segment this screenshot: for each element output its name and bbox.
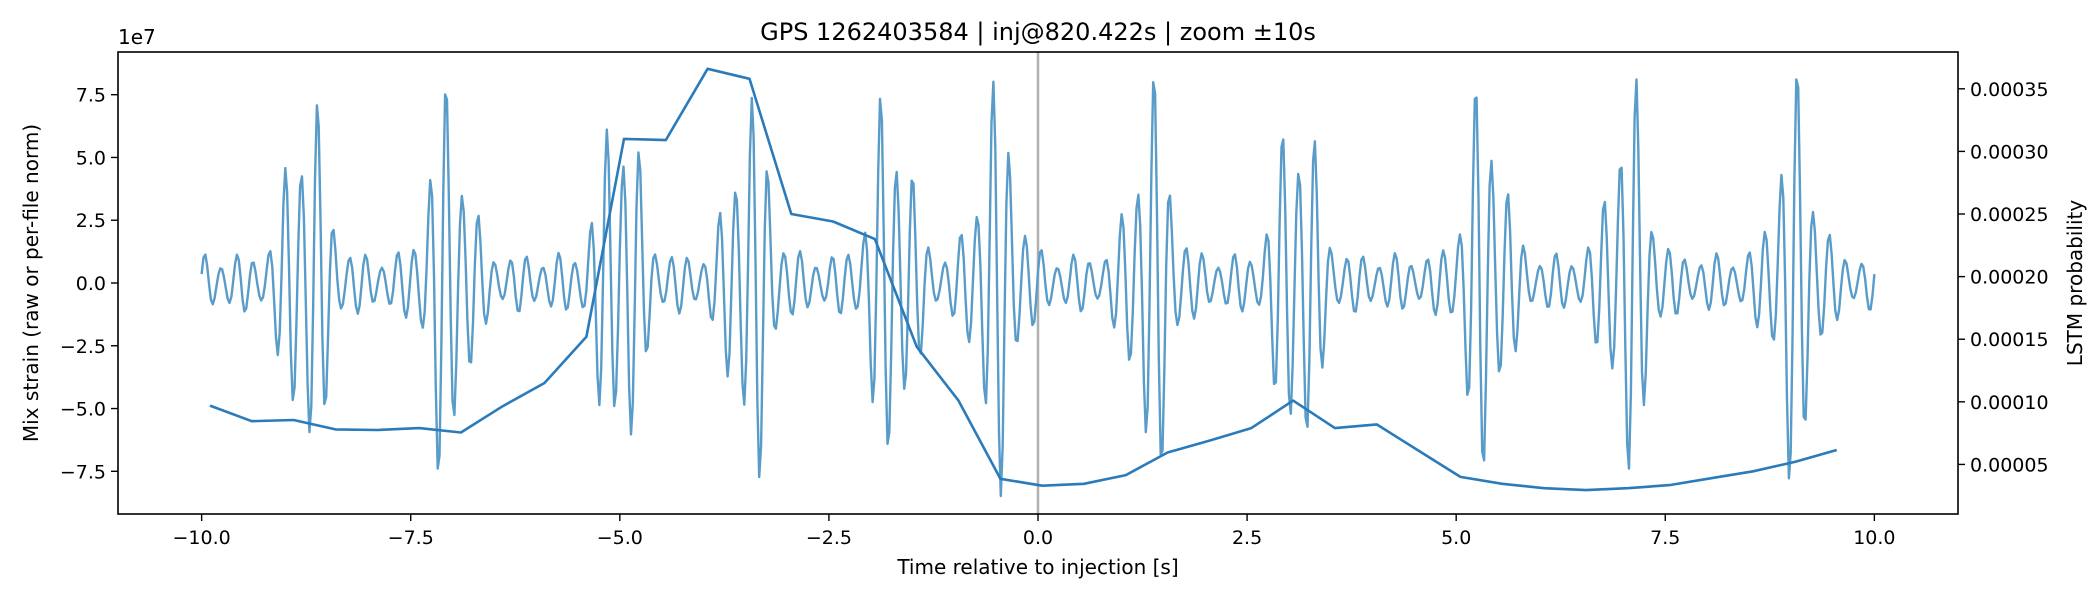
y-right-tick-label: 0.00030 [1970, 141, 2049, 163]
y-left-tick-label: 7.5 [76, 85, 106, 107]
y-left-tick-label: 2.5 [76, 210, 106, 232]
x-tick-label: 2.5 [1232, 527, 1262, 549]
strain-series-line [200, 78, 1876, 498]
y-right-tick-label: 0.00015 [1970, 329, 2049, 351]
chart-title: GPS 1262403584 | inj@820.422s | zoom ±10… [760, 18, 1316, 46]
y-axis-label-right: LSTM probability [2063, 200, 2087, 367]
x-tick-label: −10.0 [173, 527, 231, 549]
y-left-tick-label: −7.5 [60, 461, 106, 483]
x-tick-label: 7.5 [1650, 527, 1680, 549]
y-left-tick-label: 5.0 [76, 147, 106, 169]
x-tick-label: 0.0 [1023, 527, 1053, 549]
y-left-tick-label: −5.0 [60, 399, 106, 421]
left-axis-offset-text: 1e7 [118, 25, 156, 49]
x-tick-label: 10.0 [1853, 527, 1895, 549]
x-tick-label: 5.0 [1441, 527, 1471, 549]
y-axis-label-left: Mix strain (raw or per-file norm) [19, 124, 43, 442]
y-left-tick-label: −2.5 [60, 336, 106, 358]
x-tick-label: −7.5 [388, 527, 434, 549]
x-axis-label: Time relative to injection [s] [896, 555, 1178, 579]
x-tick-label: −2.5 [806, 527, 852, 549]
y-left-tick-label: 0.0 [76, 273, 106, 295]
lstm-probability-line [209, 67, 1838, 492]
y-right-tick-label: 0.00025 [1970, 204, 2049, 226]
y-right-tick-label: 0.00005 [1970, 454, 2049, 476]
x-tick-label: −5.0 [597, 527, 643, 549]
y-right-tick-label: 0.00035 [1970, 79, 2049, 101]
y-right-tick-label: 0.00010 [1970, 392, 2049, 414]
y-right-tick-label: 0.00020 [1970, 267, 2049, 289]
